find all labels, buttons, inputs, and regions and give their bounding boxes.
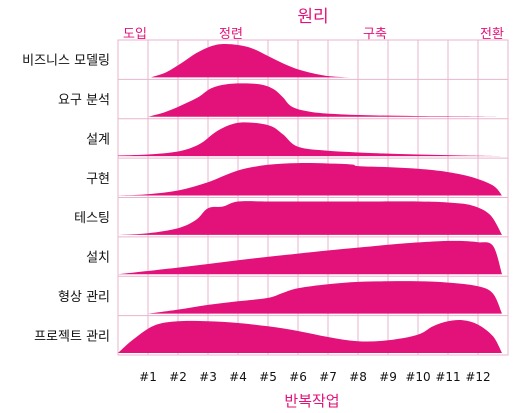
area-2 xyxy=(148,83,502,117)
phase-label-1: 도입 xyxy=(123,27,147,42)
x-tick-label: #9 xyxy=(379,370,397,384)
x-tick-label: #10 xyxy=(405,370,430,384)
area-5 xyxy=(118,201,502,235)
row-label-5: 테스팅 xyxy=(74,211,110,226)
phase-label-4: 전환 xyxy=(480,27,504,42)
area-8 xyxy=(118,320,502,353)
x-tick-label: #4 xyxy=(229,370,247,384)
area-6 xyxy=(118,240,502,275)
x-tick-label: #2 xyxy=(169,370,187,384)
row-label-4: 구현 xyxy=(86,172,110,187)
chart-title: 원리 xyxy=(297,7,328,27)
x-tick-label: #7 xyxy=(319,370,337,384)
area-3 xyxy=(118,122,502,157)
area-1 xyxy=(151,43,349,78)
row-label-6: 설치 xyxy=(86,251,110,266)
x-tick-label: #8 xyxy=(349,370,367,384)
row-label-8: 프로젝트 관리 xyxy=(34,329,110,344)
x-tick-label: #3 xyxy=(199,370,217,384)
x-tick-label: #1 xyxy=(139,370,157,384)
x-axis-label: 반복작업 xyxy=(284,392,339,410)
phase-label-2: 정련 xyxy=(219,27,243,42)
phase-label-3: 구축 xyxy=(363,27,387,42)
row-label-1: 비즈니스 모델링 xyxy=(22,54,110,69)
x-tick-label: #6 xyxy=(289,370,307,384)
x-tick-label: #5 xyxy=(259,370,277,384)
area-4 xyxy=(118,163,502,196)
row-label-2: 요구 분석 xyxy=(58,93,110,108)
row-label-7: 형상 관리 xyxy=(58,290,110,305)
area-7 xyxy=(148,281,502,314)
x-tick-label: #11 xyxy=(435,370,460,384)
row-label-3: 설계 xyxy=(86,132,110,147)
x-tick-label: #12 xyxy=(465,370,490,384)
